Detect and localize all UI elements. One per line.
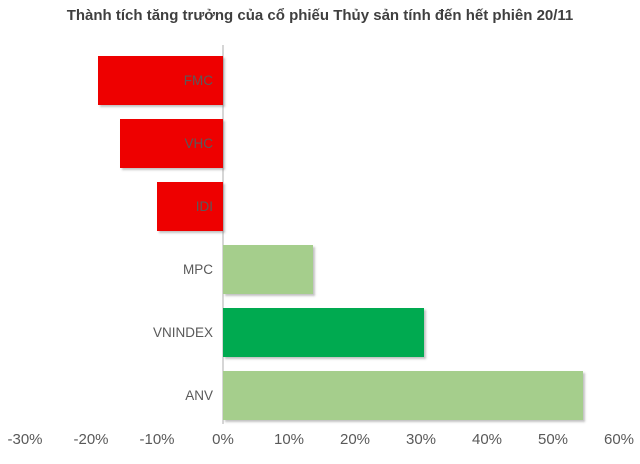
category-label-vhc: VHC bbox=[184, 136, 213, 151]
chart-title: Thành tích tăng trưởng của cổ phiếu Thủy… bbox=[66, 7, 574, 24]
x-axis-tick-label: 10% bbox=[273, 431, 305, 448]
category-label-fmc: FMC bbox=[183, 73, 213, 88]
x-axis-tick-label: -10% bbox=[139, 431, 175, 448]
x-axis-tick-label: 20% bbox=[339, 431, 371, 448]
bar-anv bbox=[223, 371, 583, 420]
bar-mpc bbox=[223, 245, 313, 294]
bar-idi bbox=[157, 182, 223, 231]
category-label-idi: IDI bbox=[195, 199, 213, 214]
bar-fmc bbox=[98, 56, 223, 105]
category-label-mpc: MPC bbox=[183, 262, 213, 277]
bar-vhc bbox=[120, 119, 223, 168]
x-axis-tick-label: -30% bbox=[7, 431, 43, 448]
x-axis-tick-label: 60% bbox=[603, 431, 635, 448]
x-axis-tick-label: 0% bbox=[212, 431, 234, 448]
category-label-vnindex: VNINDEX bbox=[152, 325, 213, 340]
x-axis-tick-label: 50% bbox=[537, 431, 569, 448]
bar-vnindex bbox=[223, 308, 425, 357]
x-axis-tick-label: 30% bbox=[405, 431, 437, 448]
zero-axis-line bbox=[222, 45, 224, 424]
x-axis-tick-label: -20% bbox=[73, 431, 109, 448]
category-label-anv: ANV bbox=[185, 388, 213, 403]
x-axis-tick-label: 40% bbox=[471, 431, 503, 448]
